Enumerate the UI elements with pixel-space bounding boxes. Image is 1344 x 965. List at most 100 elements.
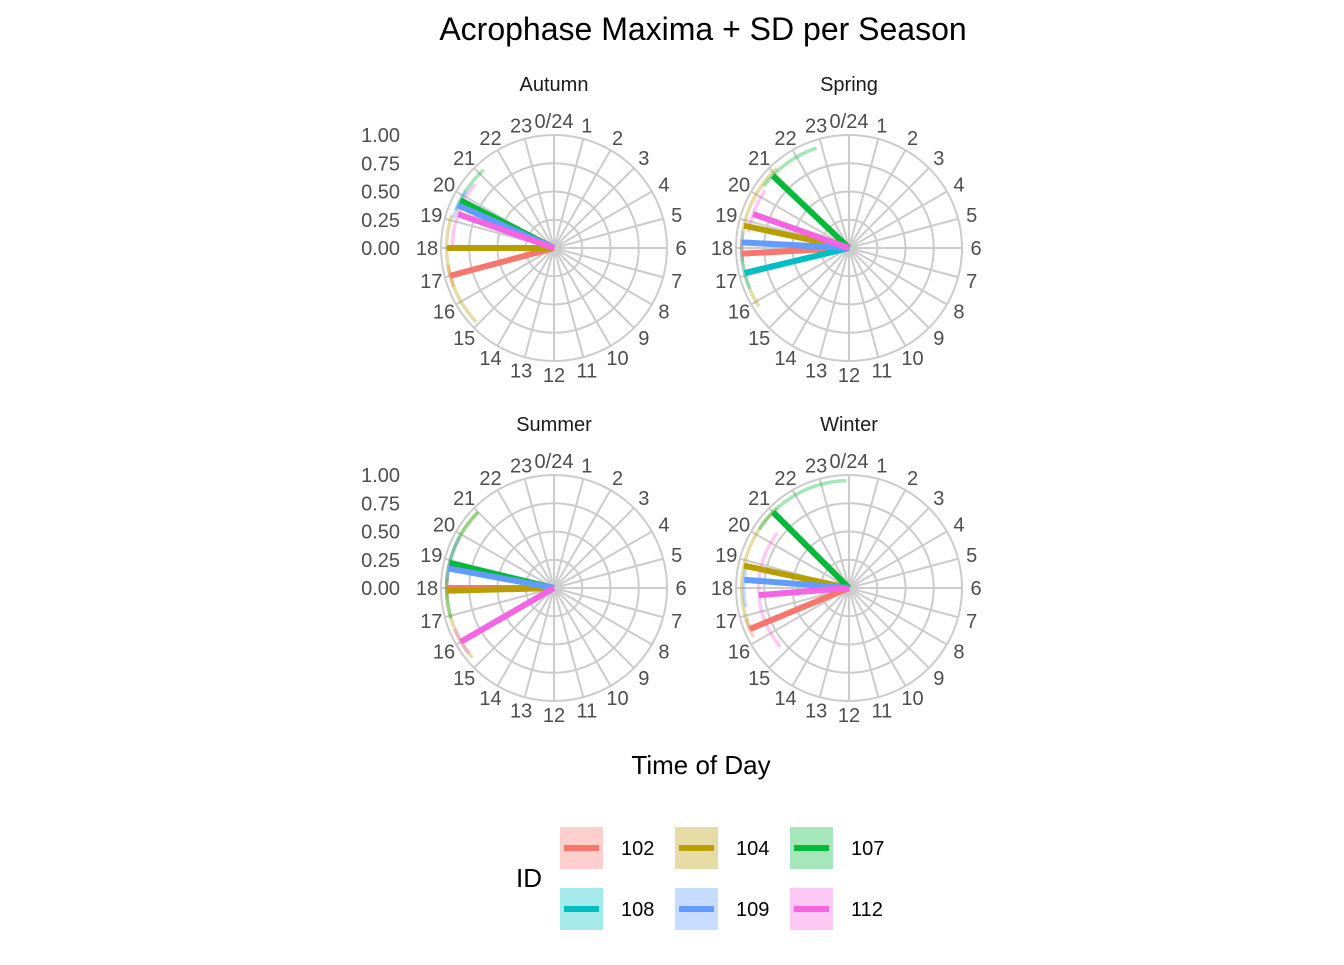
hour-tick-label: 5 <box>966 545 977 567</box>
hour-spoke <box>496 149 555 249</box>
hour-spoke <box>553 557 664 589</box>
hour-tick-label: 12 <box>543 705 565 727</box>
legend-item-102: 102 <box>560 827 654 869</box>
hour-tick-label: 7 <box>966 271 977 293</box>
hour-tick-label: 18 <box>711 238 733 260</box>
hour-tick-label: 3 <box>638 148 649 170</box>
hour-tick-label: 7 <box>966 611 977 633</box>
hour-spoke <box>553 489 612 589</box>
radial-tick-label: 1.00 <box>361 125 400 147</box>
hour-tick-label: 22 <box>774 468 796 490</box>
hour-spoke <box>553 587 612 687</box>
hour-tick-label: 9 <box>638 668 649 690</box>
hour-tick-label: 20 <box>728 175 750 197</box>
hour-tick-label: 13 <box>805 701 827 723</box>
hour-spoke <box>848 247 930 329</box>
hour-spoke <box>473 167 555 249</box>
hour-tick-label: 17 <box>420 611 442 633</box>
hour-tick-label: 10 <box>901 688 923 710</box>
hour-spoke <box>553 149 612 249</box>
hour-spoke <box>473 587 555 669</box>
hour-tick-label: 1 <box>581 115 592 137</box>
acrophase-segment-112 <box>457 211 556 251</box>
legend-label: 104 <box>736 838 769 860</box>
hour-spoke <box>818 478 850 589</box>
hour-tick-label: 12 <box>543 365 565 387</box>
hour-spoke <box>523 478 555 589</box>
hour-tick-label: 22 <box>774 128 796 150</box>
hour-tick-label: 21 <box>453 148 475 170</box>
hour-tick-label: 16 <box>728 302 750 324</box>
legend-label: 108 <box>621 899 654 921</box>
sd-arc-112 <box>756 531 782 648</box>
hour-spoke <box>750 190 850 249</box>
hour-spoke <box>444 587 555 619</box>
hour-spoke <box>791 247 850 347</box>
hour-tick-label: 18 <box>416 238 438 260</box>
legend: ID 102 104 107 108 109 112 <box>516 827 884 930</box>
hour-spoke <box>848 507 930 589</box>
hour-spoke <box>553 190 653 249</box>
hour-spoke <box>523 138 555 249</box>
hour-spoke <box>553 247 653 306</box>
legend-item-104: 104 <box>675 827 769 869</box>
hour-spoke <box>791 489 850 589</box>
hour-tick-label: 7 <box>671 611 682 633</box>
hour-tick-label: 4 <box>953 515 964 537</box>
hour-tick-label: 19 <box>715 205 737 227</box>
hour-spoke <box>473 507 555 589</box>
sd-arc-107 <box>762 146 818 188</box>
panel-title: Spring <box>820 74 878 96</box>
hour-spoke <box>553 587 664 619</box>
hour-tick-label: 21 <box>748 148 770 170</box>
hour-spoke <box>848 530 948 589</box>
acrophase-segment-102 <box>748 585 851 632</box>
hour-spoke <box>848 149 907 249</box>
hour-tick-label: 3 <box>933 148 944 170</box>
hour-tick-label: 11 <box>576 701 597 723</box>
legend-label: 102 <box>621 838 654 860</box>
hour-spoke <box>848 247 948 306</box>
sd-arc-104 <box>444 214 478 324</box>
x-axis-label: Time of Day <box>631 750 770 780</box>
legend-item-112: 112 <box>790 888 883 930</box>
hour-tick-label: 4 <box>953 175 964 197</box>
radial-tick-label: 0.00 <box>361 578 400 600</box>
hour-tick-label: 19 <box>420 205 442 227</box>
hour-tick-label: 15 <box>453 328 475 350</box>
hour-spoke <box>496 587 555 687</box>
legend-items: 102 104 107 108 109 112 <box>560 827 884 930</box>
hour-tick-label: 15 <box>748 668 770 690</box>
hour-tick-label: 5 <box>671 205 682 227</box>
hour-tick-label: 6 <box>970 578 981 600</box>
radial-tick-label: 0.50 <box>361 522 400 544</box>
hour-tick-label: 15 <box>748 328 770 350</box>
hour-tick-label: 11 <box>871 701 892 723</box>
hour-tick-label: 20 <box>728 515 750 537</box>
hour-spoke <box>553 587 585 698</box>
hour-tick-label: 12 <box>838 365 860 387</box>
hour-tick-label: 14 <box>479 688 501 710</box>
hour-spoke <box>523 587 555 698</box>
hour-spoke <box>553 247 612 347</box>
hour-tick-label: 1 <box>876 115 887 137</box>
hour-tick-label: 21 <box>453 488 475 510</box>
hour-spoke <box>750 247 850 306</box>
sd-arc-109 <box>445 535 462 583</box>
hour-spoke <box>750 530 850 589</box>
hour-spoke <box>818 587 850 698</box>
radial-tick-label: 0.75 <box>361 493 400 515</box>
hour-tick-label: 8 <box>953 642 964 664</box>
hour-spoke <box>848 217 959 249</box>
hour-spoke <box>848 587 930 669</box>
hour-tick-label: 23 <box>805 455 827 477</box>
hour-spoke <box>848 138 880 249</box>
hour-spoke <box>818 247 850 358</box>
hour-tick-label: 4 <box>658 175 669 197</box>
acrophase-segment-107 <box>770 173 852 251</box>
hour-tick-label: 13 <box>805 361 827 383</box>
